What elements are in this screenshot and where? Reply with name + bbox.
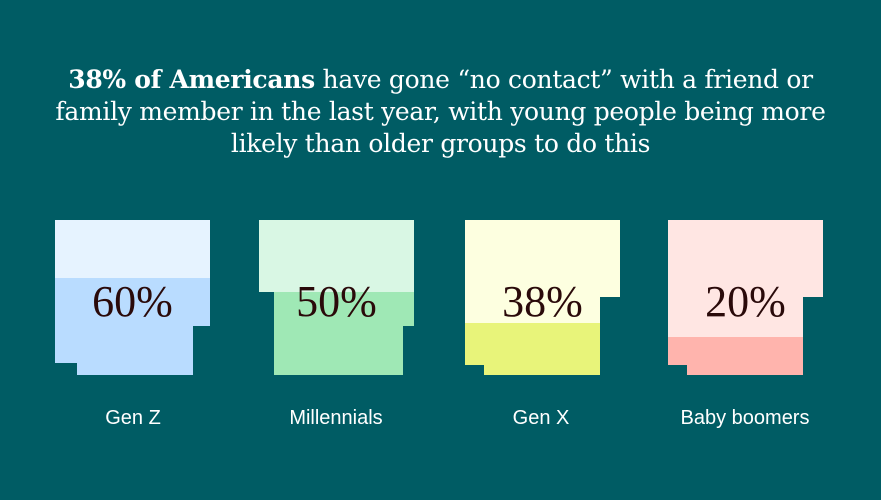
value-gen-z: 60% bbox=[92, 277, 173, 326]
label-gen-z: Gen Z bbox=[105, 407, 161, 429]
card-baby-boomers: 20% bbox=[668, 220, 823, 375]
label-baby-boomers: Baby boomers bbox=[680, 407, 810, 429]
title-line3: likely than older groups to do this bbox=[230, 129, 651, 158]
label-gen-x: Gen X bbox=[512, 407, 570, 429]
card-millennials: 50% bbox=[259, 220, 414, 375]
chart-title: 38% of Americans have gone “no contact” … bbox=[0, 64, 881, 160]
title-line1: have gone “no contact” with a friend or bbox=[314, 65, 814, 94]
card-gen-z: 60% bbox=[55, 220, 210, 375]
label-millennials: Millennials bbox=[289, 407, 383, 429]
value-gen-x: 38% bbox=[502, 277, 583, 326]
title-line2: family member in the last year, with you… bbox=[55, 97, 826, 126]
title-bold: 38% of Americans bbox=[68, 65, 315, 94]
card-gen-x: 38% bbox=[465, 220, 620, 375]
value-millennials: 50% bbox=[296, 277, 377, 326]
value-baby-boomers: 20% bbox=[705, 277, 786, 326]
